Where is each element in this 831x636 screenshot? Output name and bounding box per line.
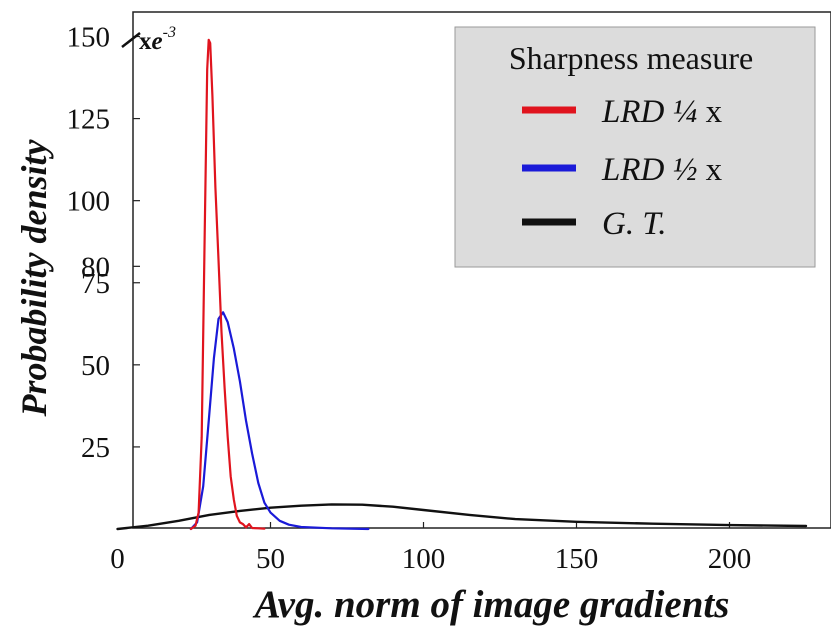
x-tick-label: 0 — [110, 543, 125, 575]
legend-label-main: LRD ½ — [601, 152, 697, 188]
axis-break-mark — [121, 32, 141, 48]
scale-note-x: x — [139, 28, 152, 55]
x-tick-label: 50 — [256, 543, 285, 575]
legend-label-main: G. T. — [602, 206, 667, 242]
x-axis-title: Avg. norm of image gradients — [252, 583, 730, 626]
legend-title: Sharpness measure — [509, 40, 753, 76]
scale-note-e: e — [152, 28, 163, 55]
y-tick-label: 50 — [81, 350, 110, 382]
legend-label-suffix: x — [697, 94, 722, 130]
y-tick-label: 125 — [67, 104, 111, 136]
y-tick-label: 75 — [81, 268, 110, 300]
y-axis-title: Probability density — [14, 138, 54, 417]
x-tick-label: 150 — [555, 543, 599, 575]
legend-label: LRD ¼ x — [601, 94, 723, 130]
x-tick-label: 100 — [402, 543, 446, 575]
scale-note: xe-3 — [139, 24, 176, 55]
legend-label-suffix: x — [697, 152, 722, 188]
y-tick-label: 80 — [81, 251, 110, 283]
legend-label: G. T. — [602, 206, 667, 242]
legend-box — [454, 26, 816, 268]
series-line-ground-truth — [116, 503, 808, 531]
y-tick-label: 150 — [67, 22, 111, 54]
y-tick-label: 100 — [67, 186, 111, 218]
scale-note-exponent: -3 — [163, 24, 176, 41]
series-line-lrd-half — [189, 311, 370, 531]
x-tick-label: 200 — [708, 543, 752, 575]
y-tick-label: 25 — [81, 432, 110, 464]
legend-label: LRD ½ x — [601, 152, 723, 188]
series-line-lrd-quarter — [189, 38, 266, 531]
plot-frame — [132, 11, 831, 529]
legend-label-main: LRD ¼ — [601, 94, 697, 130]
